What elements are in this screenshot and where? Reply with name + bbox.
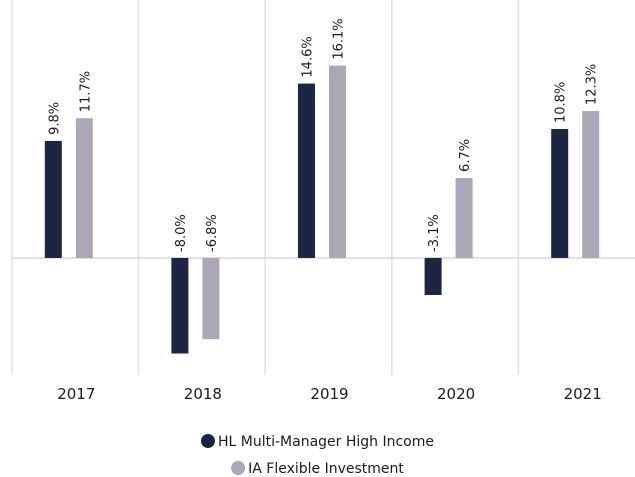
legend-swatch bbox=[231, 461, 246, 475]
x-tick-label: 2020 bbox=[437, 385, 475, 403]
bar bbox=[329, 65, 346, 258]
bar bbox=[171, 257, 189, 354]
data-label: 9.8% bbox=[47, 102, 62, 135]
data-label: -8.0% bbox=[174, 214, 189, 252]
legend-swatch bbox=[200, 434, 215, 448]
bar bbox=[455, 177, 473, 258]
legend-label: IA Flexible Investment bbox=[248, 461, 404, 477]
bar bbox=[551, 128, 569, 258]
data-label: 16.1% bbox=[332, 18, 347, 59]
data-label: 11.7% bbox=[78, 71, 93, 112]
x-tick-label: 2017 bbox=[57, 385, 95, 403]
bar bbox=[424, 257, 442, 295]
data-label: 6.7% bbox=[458, 139, 473, 172]
data-label: 10.8% bbox=[554, 82, 569, 123]
bar bbox=[75, 118, 93, 258]
x-tick-label: 2019 bbox=[310, 385, 348, 403]
bar bbox=[44, 140, 62, 258]
data-label: -3.1% bbox=[427, 214, 442, 252]
data-label: 12.3% bbox=[585, 64, 600, 105]
bar bbox=[202, 257, 220, 340]
legend-label: HL Multi-Manager High Income bbox=[218, 434, 434, 450]
data-label: 14.6% bbox=[301, 36, 316, 77]
x-tick-label: 2021 bbox=[564, 385, 602, 403]
bar bbox=[298, 83, 315, 258]
data-label: -6.8% bbox=[205, 214, 220, 252]
x-tick-label: 2018 bbox=[184, 385, 222, 403]
bar bbox=[582, 111, 600, 258]
